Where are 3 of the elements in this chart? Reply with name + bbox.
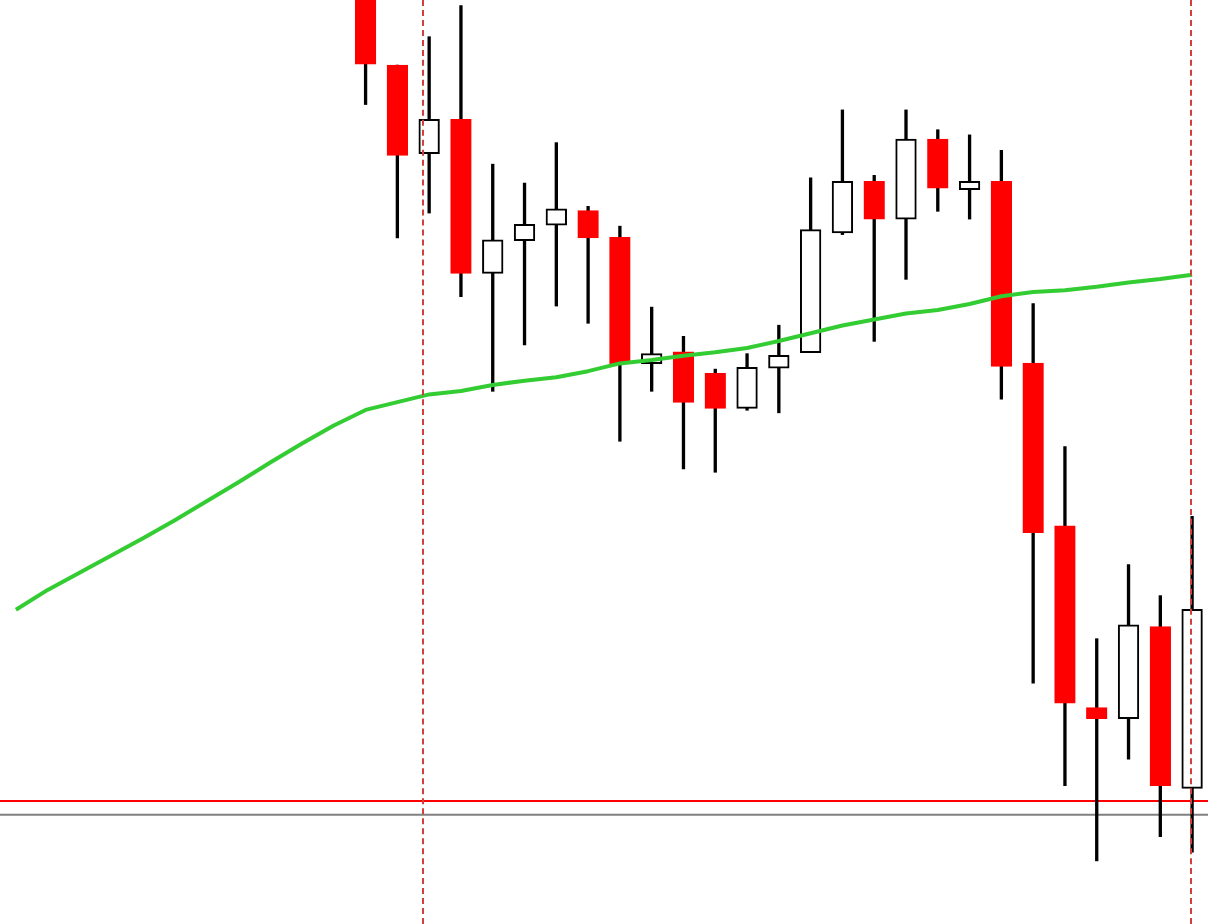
candlestick bbox=[418, 36, 440, 214]
candlestick bbox=[577, 206, 599, 324]
candlestick bbox=[768, 324, 790, 414]
